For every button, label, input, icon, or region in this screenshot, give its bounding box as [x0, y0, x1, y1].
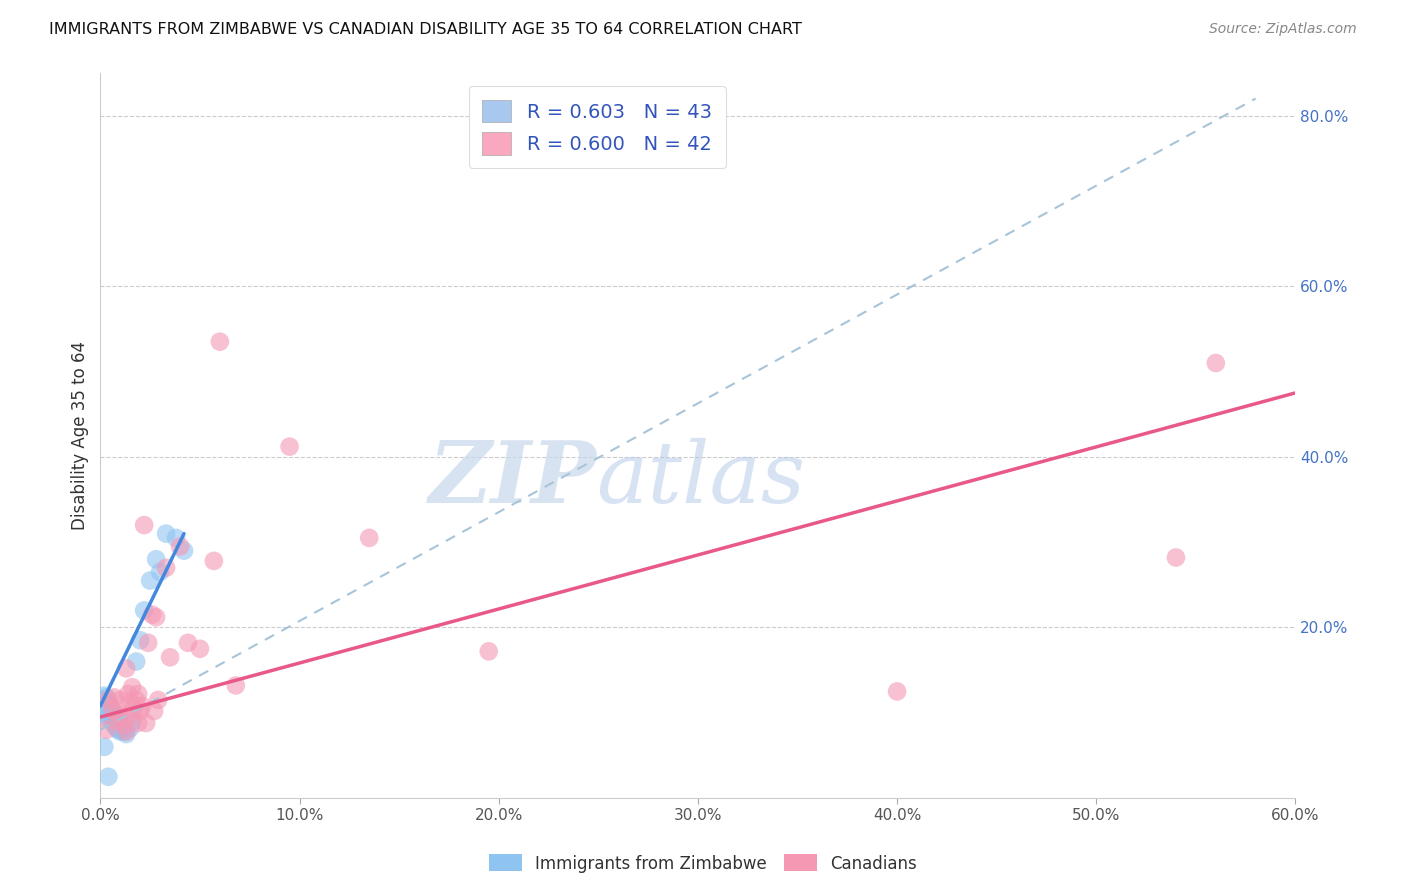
Point [98, 709, 121, 723]
Point [120, 696, 142, 710]
Point [135, 716, 157, 731]
Point [91, 698, 114, 713]
Point [115, 727, 138, 741]
Point [115, 661, 138, 675]
Point [129, 704, 152, 718]
Point [146, 693, 169, 707]
Point [125, 655, 148, 669]
Point [97, 693, 120, 707]
Text: IMMIGRANTS FROM ZIMBABWE VS CANADIAN DISABILITY AGE 35 TO 64 CORRELATION CHART: IMMIGRANTS FROM ZIMBABWE VS CANADIAN DIS… [49, 22, 801, 37]
Point [101, 707, 124, 722]
Point [141, 607, 163, 622]
Point [97, 770, 120, 784]
Y-axis label: Disability Age 35 to 64: Disability Age 35 to 64 [72, 341, 89, 530]
Point [96, 696, 118, 710]
Point [101, 702, 124, 716]
Point [177, 636, 200, 650]
Point [93, 689, 115, 703]
Point [886, 684, 908, 698]
Point [111, 721, 134, 735]
Point [107, 718, 129, 732]
Point [93, 739, 115, 754]
Point [96, 723, 118, 737]
Point [112, 724, 135, 739]
Point [107, 714, 129, 729]
Point [97, 704, 120, 718]
Point [96, 690, 118, 705]
Point [111, 713, 134, 727]
Point [155, 560, 177, 574]
Point [91, 706, 114, 720]
Point [121, 714, 143, 729]
Point [101, 701, 124, 715]
Point [110, 720, 132, 734]
Point [98, 698, 121, 713]
Point [110, 693, 132, 707]
Point [125, 693, 148, 707]
Point [103, 713, 125, 727]
Point [188, 641, 211, 656]
Point [101, 714, 124, 729]
Point [143, 704, 166, 718]
Text: Source: ZipAtlas.com: Source: ZipAtlas.com [1209, 22, 1357, 37]
Point [112, 718, 135, 732]
Point [110, 724, 132, 739]
Point [208, 334, 231, 349]
Point [127, 716, 149, 731]
Text: atlas: atlas [596, 438, 806, 520]
Point [165, 531, 187, 545]
Point [103, 707, 125, 722]
Point [103, 717, 125, 731]
Point [478, 644, 501, 658]
Point [145, 552, 167, 566]
Point [122, 701, 145, 715]
Point [120, 721, 142, 735]
Text: ZIP: ZIP [429, 437, 596, 521]
Point [105, 716, 128, 731]
Point [105, 714, 128, 729]
Point [131, 698, 153, 713]
Point [107, 707, 129, 722]
Point [91, 693, 114, 707]
Point [202, 554, 225, 568]
Point [359, 531, 381, 545]
Point [121, 680, 143, 694]
Point [107, 723, 129, 737]
Point [97, 713, 120, 727]
Point [1164, 550, 1187, 565]
Point [120, 707, 142, 722]
Legend: R = 0.603   N = 43, R = 0.600   N = 42: R = 0.603 N = 43, R = 0.600 N = 42 [468, 87, 725, 169]
Point [278, 440, 301, 454]
Point [225, 678, 247, 692]
Point [93, 706, 115, 720]
Point [105, 721, 128, 735]
Point [110, 716, 132, 731]
Point [115, 724, 138, 739]
Point [103, 690, 125, 705]
Point [145, 610, 167, 624]
Point [105, 712, 128, 726]
Point [136, 636, 159, 650]
Point [155, 526, 177, 541]
Point [117, 687, 139, 701]
Point [134, 518, 156, 533]
Point [129, 633, 152, 648]
Point [1205, 356, 1227, 370]
Point [173, 543, 195, 558]
Point [169, 540, 191, 554]
Point [134, 603, 156, 617]
Point [139, 574, 162, 588]
Legend: Immigrants from Zimbabwe, Canadians: Immigrants from Zimbabwe, Canadians [482, 847, 924, 880]
Point [149, 565, 172, 579]
Point [127, 687, 149, 701]
Point [159, 650, 181, 665]
Point [98, 704, 121, 718]
